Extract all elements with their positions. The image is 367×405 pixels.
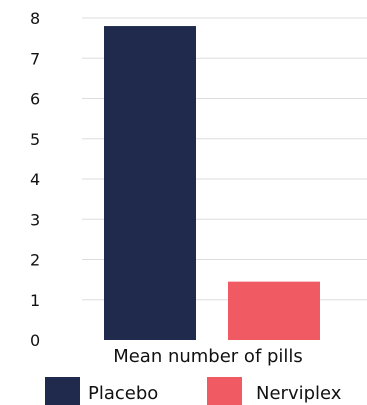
y-tick-label-5: 5 (30, 130, 40, 149)
y-tick-label-3: 3 (30, 210, 40, 229)
legend-swatch-nerviplex (207, 377, 242, 405)
x-axis-label: Mean number of pills (113, 346, 303, 367)
y-tick-label-1: 1 (30, 291, 40, 310)
legend-swatch-placebo (45, 377, 80, 405)
y-tick-label-6: 6 (30, 90, 40, 109)
y-tick-label-7: 7 (30, 49, 40, 68)
bar-placebo (104, 26, 196, 341)
legend-label-nerviplex: Nerviplex (256, 383, 342, 404)
y-tick-label-0: 0 (30, 331, 40, 350)
y-tick-layer: 0 1 2 3 4 5 6 7 8 (30, 9, 40, 350)
y-tick-label-4: 4 (30, 170, 40, 189)
bar-nerviplex (228, 281, 320, 340)
legend-label-placebo: Placebo (88, 383, 158, 404)
bars-layer (104, 26, 320, 341)
y-tick-label-2: 2 (30, 251, 40, 270)
legend: Placebo Nerviplex (45, 377, 342, 405)
y-tick-label-8: 8 (30, 9, 40, 28)
